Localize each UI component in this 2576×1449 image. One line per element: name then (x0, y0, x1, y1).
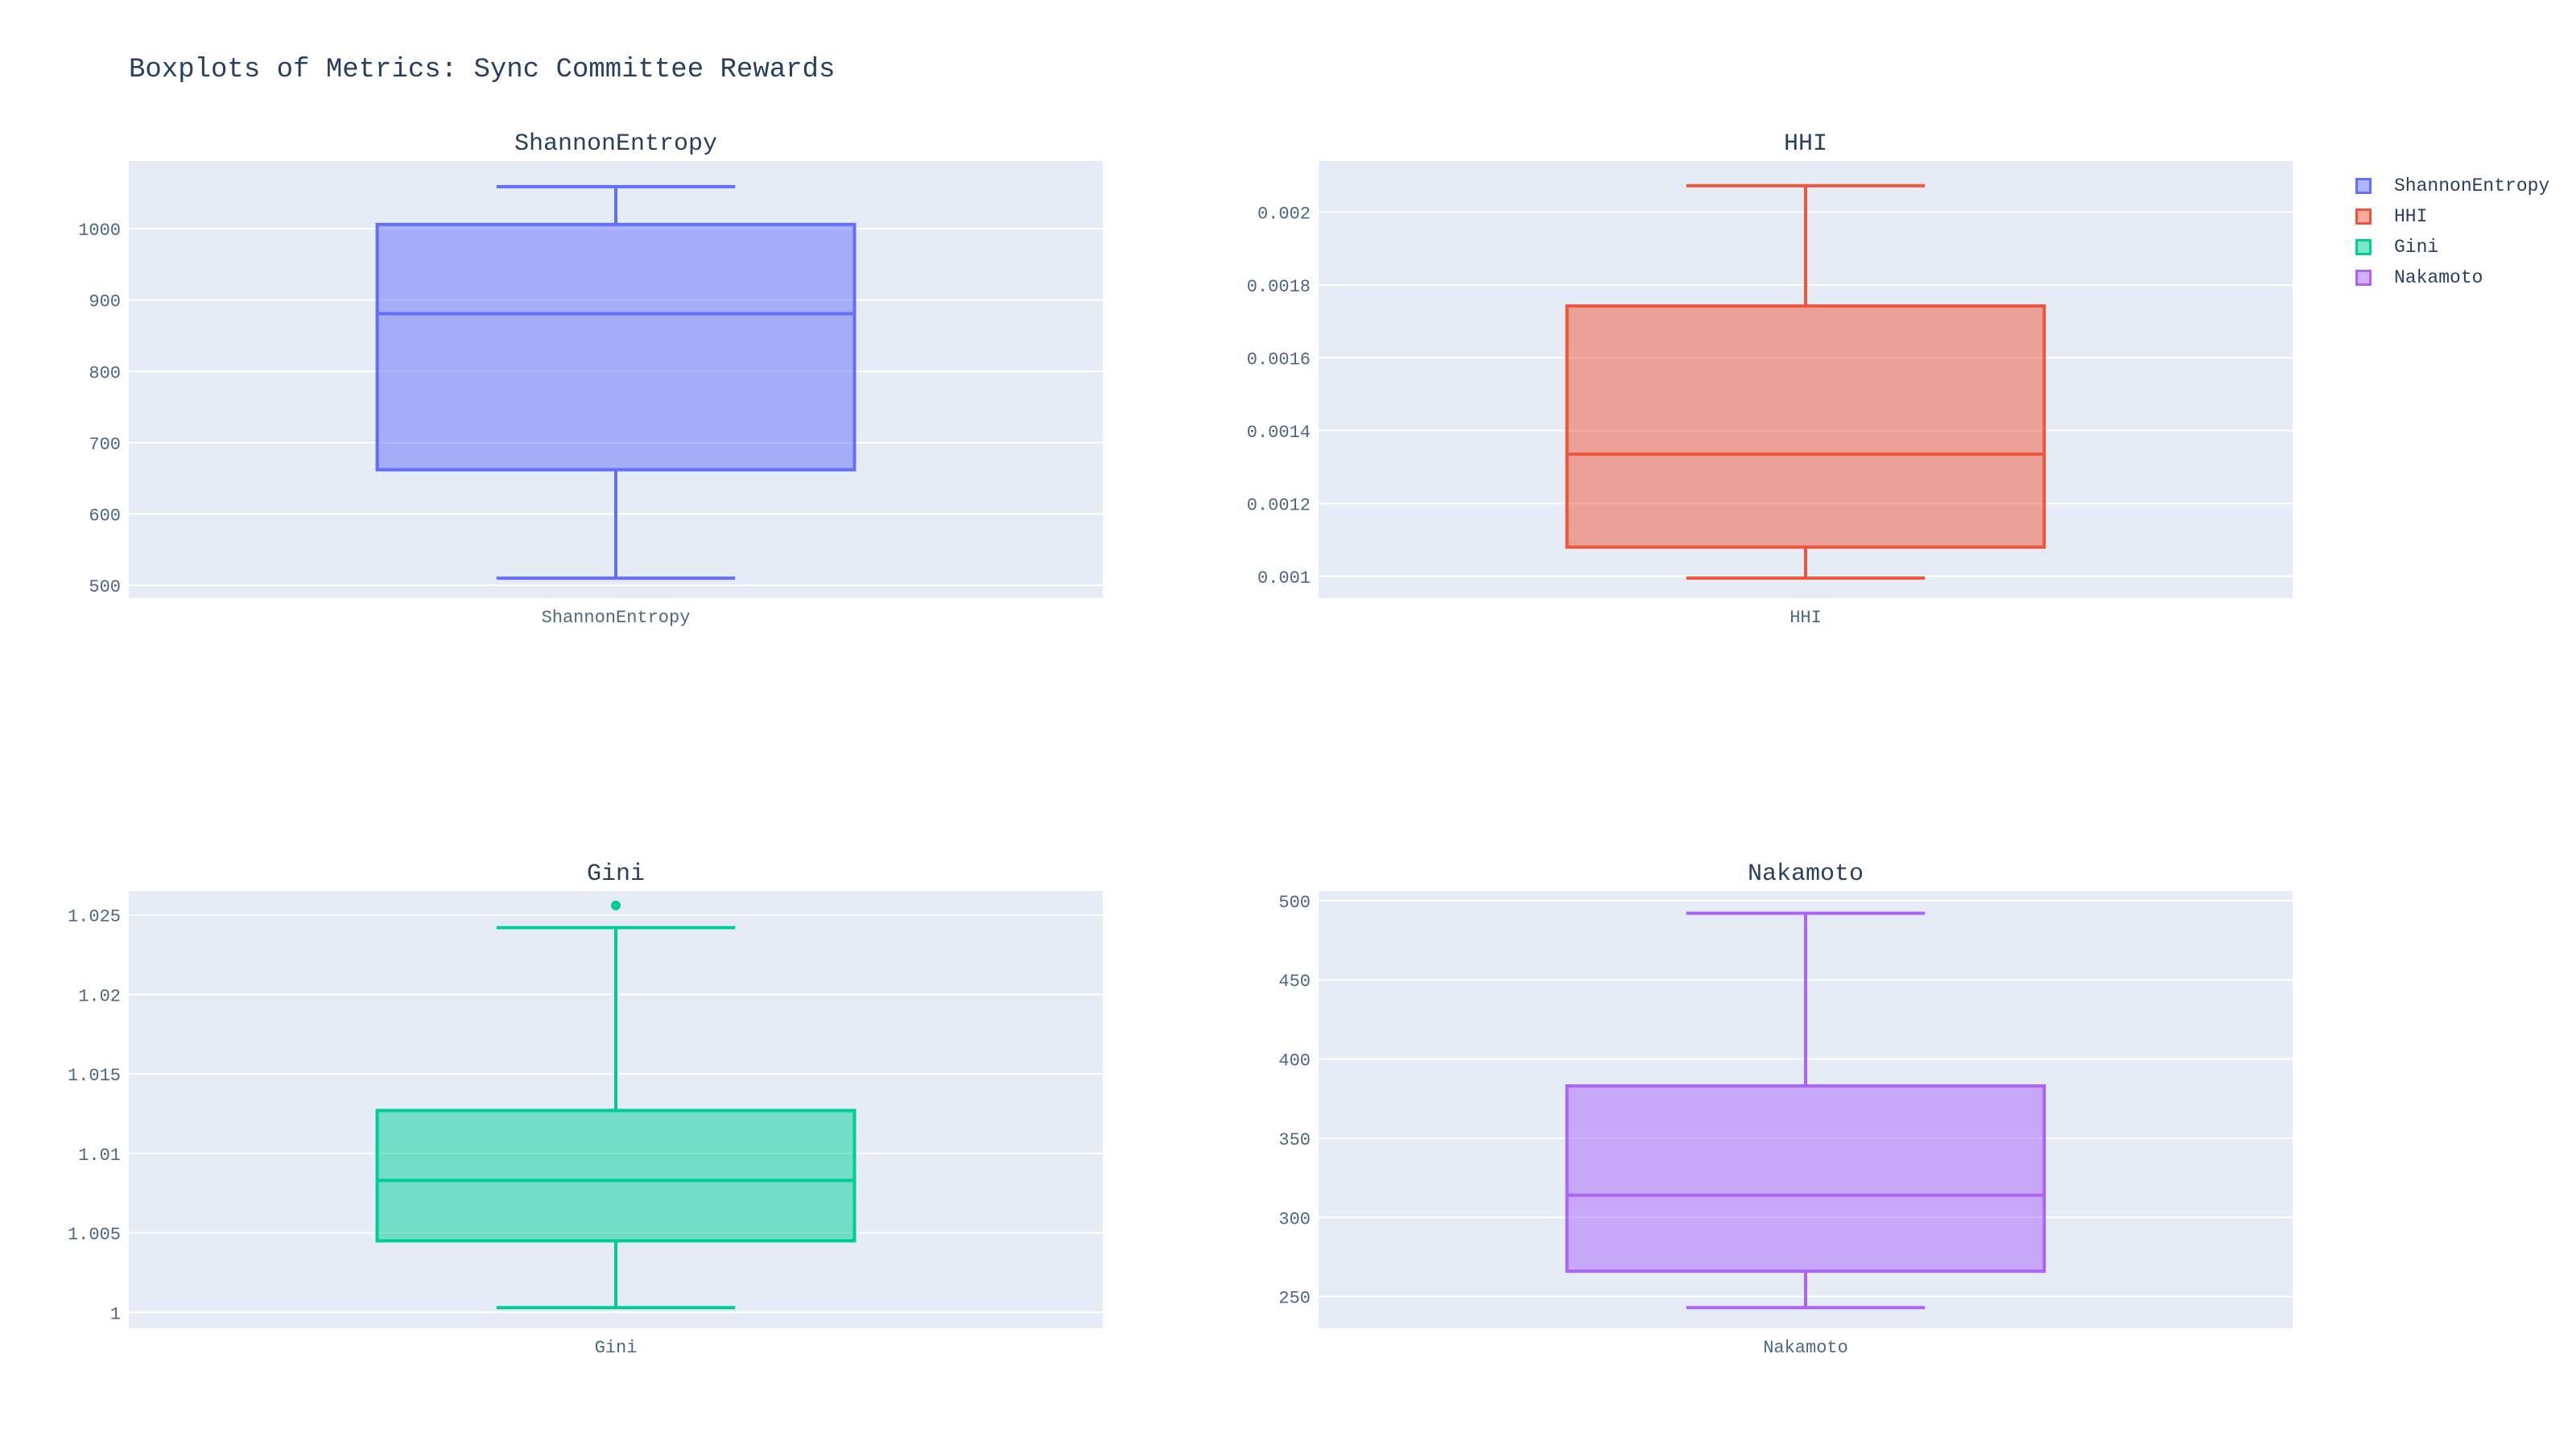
legend-item-hhi[interactable]: HHI (2355, 201, 2549, 232)
subplot-title-gini: Gini (587, 861, 645, 888)
y-tick-label-nakamoto: 350 (1278, 1130, 1311, 1150)
y-tick-label-shannonentropy: 600 (89, 506, 121, 526)
legend-swatch-nakamoto (2355, 270, 2372, 286)
y-tick-label-nakamoto: 250 (1278, 1289, 1311, 1309)
y-tick-label-hhi: 0.0012 (1247, 495, 1311, 515)
y-tick-label-nakamoto: 400 (1278, 1051, 1311, 1071)
legend-label-gini: Gini (2394, 237, 2439, 258)
legend-label-nakamoto: Nakamoto (2394, 267, 2483, 288)
y-tick-label-shannonentropy: 800 (89, 363, 121, 383)
legend: ShannonEntropy HHI Gini Nakamoto (2355, 171, 2549, 293)
x-tick-label-gini: Gini (595, 1338, 638, 1358)
legend-item-gini[interactable]: Gini (2355, 232, 2549, 262)
box-nakamoto (1565, 1084, 2046, 1274)
outlier-point-gini (611, 900, 621, 910)
y-tick-label-shannonentropy: 700 (89, 435, 121, 455)
y-tick-label-gini: 1.005 (68, 1225, 121, 1245)
box-hhi (1565, 304, 2046, 549)
y-tick-label-hhi: 0.0016 (1247, 349, 1311, 369)
x-tick-label-shannonentropy: ShannonEntropy (542, 608, 691, 628)
legend-swatch-gini (2355, 239, 2372, 255)
legend-swatch-hhi (2355, 208, 2372, 225)
legend-swatch-shannonentropy (2355, 178, 2372, 194)
x-tick-label-hhi: HHI (1790, 608, 1822, 628)
y-tick-label-hhi: 0.0018 (1247, 277, 1311, 297)
x-tick-label-nakamoto: Nakamoto (1763, 1338, 1848, 1358)
legend-label-hhi: HHI (2394, 206, 2428, 227)
y-tick-label-gini: 1.02 (78, 986, 121, 1006)
subplot-title-nakamoto: Nakamoto (1748, 861, 1864, 888)
y-tick-label-hhi: 0.0014 (1247, 423, 1311, 443)
y-tick-label-hhi: 0.001 (1257, 568, 1311, 588)
legend-item-nakamoto[interactable]: Nakamoto (2355, 262, 2549, 293)
box-gini (375, 1108, 857, 1243)
y-tick-label-shannonentropy: 500 (89, 577, 121, 597)
y-tick-label-gini: 1.01 (78, 1146, 121, 1166)
y-tick-label-nakamoto: 450 (1278, 972, 1311, 992)
legend-label-shannonentropy: ShannonEntropy (2394, 175, 2550, 196)
chart-title: Boxplots of Metrics: Sync Committee Rewa… (129, 55, 836, 85)
y-tick-label-gini: 1.015 (68, 1066, 121, 1086)
y-tick-label-hhi: 0.002 (1257, 204, 1311, 224)
box-shannonentropy (375, 222, 857, 472)
y-tick-label-shannonentropy: 900 (89, 292, 121, 312)
y-tick-label-nakamoto: 500 (1278, 893, 1311, 913)
y-tick-label-gini: 1.025 (68, 907, 121, 927)
legend-item-shannonentropy[interactable]: ShannonEntropy (2355, 171, 2549, 201)
subplot-title-hhi: HHI (1784, 130, 1827, 158)
y-tick-label-gini: 1 (110, 1304, 121, 1324)
y-tick-label-shannonentropy: 1000 (78, 221, 121, 241)
y-tick-label-nakamoto: 300 (1278, 1209, 1311, 1229)
subplot-title-shannonentropy: ShannonEntropy (514, 130, 717, 158)
